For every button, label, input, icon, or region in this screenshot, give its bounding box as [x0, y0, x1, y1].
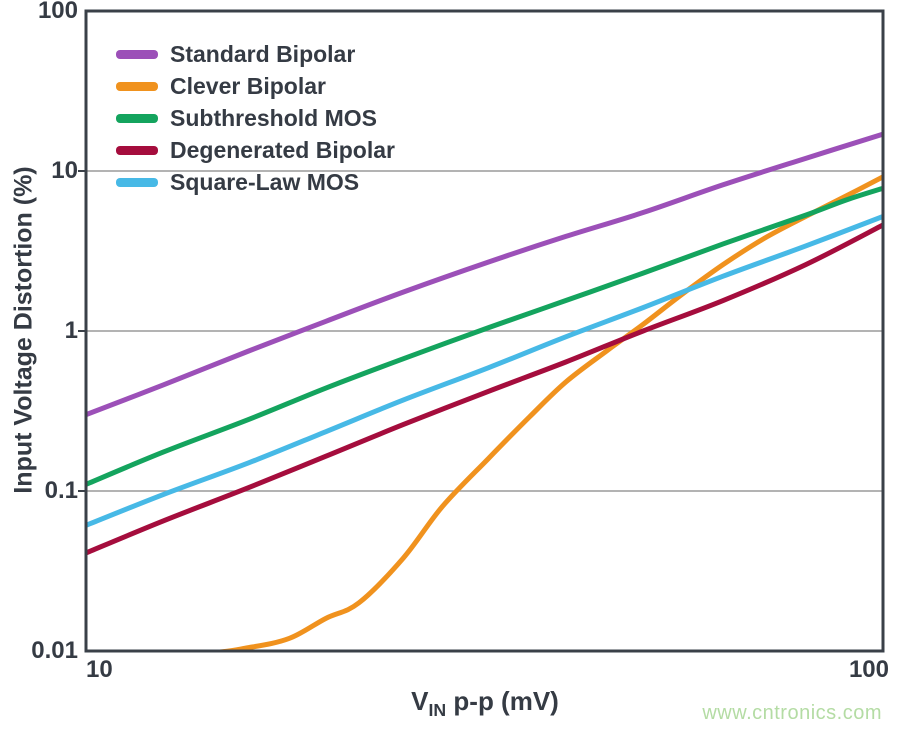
legend-item-clever-bipolar: Clever Bipolar — [116, 70, 395, 102]
y-axis-title: Input Voltage Distortion (%) — [9, 166, 38, 494]
y-tick-100: 100 — [37, 0, 78, 24]
legend-label: Standard Bipolar — [170, 40, 356, 67]
legend-label: Square-Law MOS — [170, 168, 360, 195]
y-tick-0p1: 0.1 — [44, 477, 78, 504]
series-line-clever-bipolar — [190, 174, 883, 651]
legend-swatch-icon — [116, 177, 158, 187]
series-line-subthreshold-mos — [86, 185, 883, 487]
series-line-degenerated-bipolar — [86, 222, 883, 556]
legend-item-subthreshold-mos: Subthreshold MOS — [116, 102, 395, 134]
x-tick-10: 10 — [86, 656, 113, 683]
series-line-standard-bipolar — [86, 131, 883, 418]
plot-border — [84, 9, 885, 653]
legend-item-standard-bipolar: Standard Bipolar — [116, 38, 395, 70]
x-axis-title-rest: p-p (mV) — [446, 686, 559, 716]
legend-label: Degenerated Bipolar — [170, 136, 395, 163]
y-tick-0p01: 0.01 — [31, 637, 78, 664]
legend-label: Clever Bipolar — [170, 72, 326, 99]
legend-swatch-icon — [116, 113, 158, 123]
x-axis-title-main: V — [411, 686, 429, 716]
legend-swatch-icon — [116, 81, 158, 91]
x-axis-title: VIN p-p (mV) — [411, 686, 559, 721]
y-tick-10: 10 — [51, 157, 78, 184]
legend-swatch-icon — [116, 145, 158, 155]
y-tick-1: 1 — [64, 317, 78, 344]
legend-item-square-law-mos: Square-Law MOS — [116, 166, 395, 198]
watermark: www.cntronics.com — [702, 702, 882, 724]
legend-label: Subthreshold MOS — [170, 104, 377, 131]
x-axis-title-sub: IN — [428, 700, 447, 721]
series-line-square-law-mos — [86, 213, 883, 528]
legend: Standard Bipolar Clever Bipolar Subthres… — [116, 38, 395, 198]
legend-swatch-icon — [116, 49, 158, 59]
x-tick-100: 100 — [848, 656, 889, 683]
legend-item-degenerated-bipolar: Degenerated Bipolar — [116, 134, 395, 166]
